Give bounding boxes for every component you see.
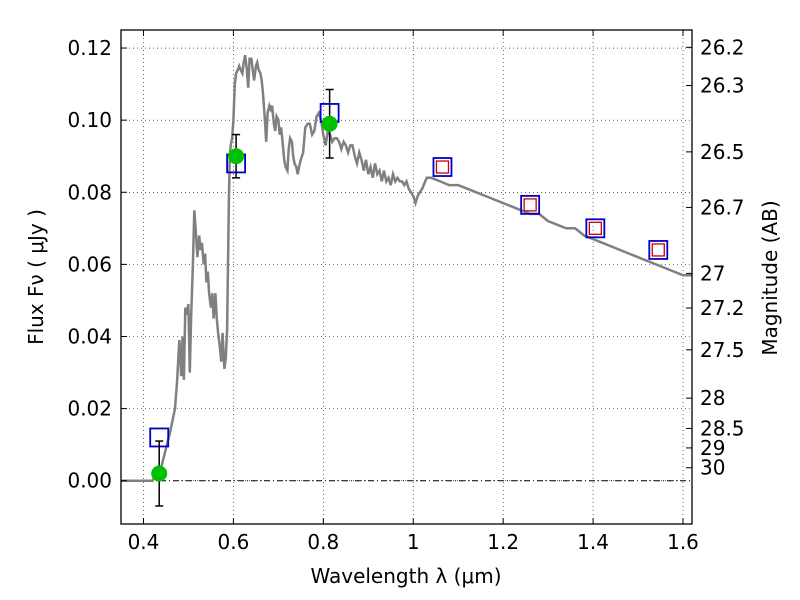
x-tick-label: 1.2 [487, 530, 519, 554]
right-tick-label: 26.3 [700, 74, 745, 98]
x-tick-label: 0.4 [128, 530, 160, 554]
observed-flux-point [228, 148, 245, 165]
axis-ticks: 0.4 0.6 0.8 1 1.2 1.4 1.6 0.00 0.02 0.04 0.06 0.08 0… [67, 30, 745, 554]
right-tick-label: 30 [700, 456, 725, 480]
y-tick-label: 0.10 [67, 108, 112, 132]
model-photometry-inner-square [588, 221, 602, 235]
y-tick-label: 0.12 [67, 36, 112, 60]
data-marks [149, 88, 669, 507]
right-tick-label: 26.7 [700, 195, 745, 219]
x-tick-label: 0.8 [307, 530, 339, 554]
right-tick-label: 29 [700, 436, 725, 460]
y-axis-right-label: Magnitude (AB) [758, 200, 782, 355]
model-photometry-square [585, 218, 606, 239]
observed-flux-point [151, 465, 168, 482]
y-tick-label: 0.04 [67, 324, 112, 348]
right-tick-label: 28 [700, 386, 725, 410]
y-tick-label: 0.02 [67, 397, 112, 421]
model-photometry-square [432, 157, 453, 177]
x-tick-label: 0.6 [217, 530, 249, 554]
y-axis-label: Flux Fν ( μJy ) [24, 209, 48, 345]
y-tick-label: 0.06 [67, 252, 112, 276]
right-tick-label: 26.2 [700, 35, 745, 59]
y-tick-label: 0.00 [67, 469, 112, 493]
model-photometry-inner-square [435, 160, 450, 174]
right-tick-label: 27.2 [700, 296, 745, 320]
model-photometry-inner-square [651, 243, 665, 257]
right-tick-label: 28.5 [700, 416, 745, 440]
model-photometry-square [648, 240, 669, 260]
model-photometry-inner-square [523, 198, 537, 212]
right-tick-label: 27.5 [700, 338, 745, 362]
model-photometry-square [520, 194, 541, 215]
right-tick-label: 26.5 [700, 140, 745, 164]
x-tick-label: 1 [407, 530, 420, 554]
plot-frame [120, 29, 693, 525]
right-tick-label: 27 [700, 261, 725, 285]
model-spectrum-line [121, 54, 692, 482]
x-axis-label: Wavelength λ (μm) [310, 564, 501, 588]
x-tick-label: 1.6 [667, 530, 699, 554]
x-tick-label: 1.4 [577, 530, 609, 554]
y-tick-label: 0.08 [67, 180, 112, 204]
observed-flux-point [321, 115, 338, 132]
